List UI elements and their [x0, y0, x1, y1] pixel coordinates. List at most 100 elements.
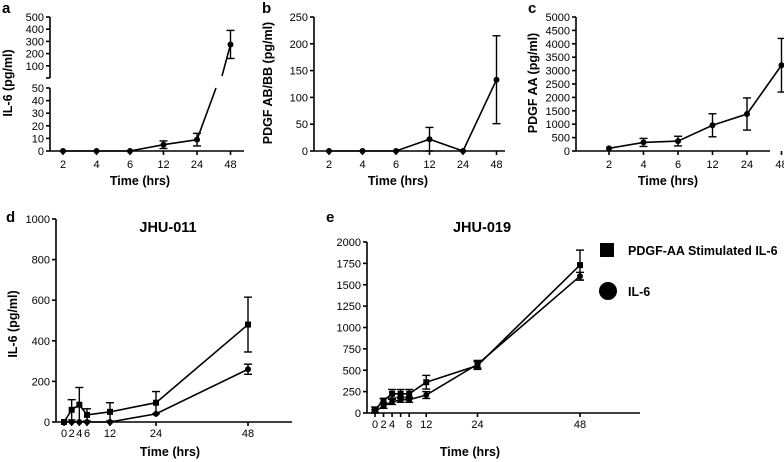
panel-c-ytick-label: 1000	[546, 119, 570, 131]
panel-e-series-line-circle	[374, 275, 581, 412]
panel-label-e: e	[326, 209, 334, 226]
legend-square-marker	[600, 243, 614, 257]
xlabel-a: Time (hrs)	[110, 174, 170, 188]
panel-a-xtick-label: 48	[224, 159, 236, 171]
panel-d-point-square	[245, 321, 251, 328]
panel-b-point	[393, 148, 399, 154]
panel-a-series-line-break	[196, 87, 217, 140]
panel-c-ytick-label: 2000	[546, 92, 570, 104]
ylabel-c: PDGF AA (pg/ml)	[526, 33, 540, 133]
panel-b-point	[493, 76, 500, 83]
panel-e-series-line-square	[374, 264, 581, 411]
panel-e-point-square	[380, 397, 387, 404]
panel-d-xtick-label: 4	[76, 428, 82, 440]
panel-e-xtick-label: 4	[389, 419, 395, 431]
panel-a-ytick-label: 500	[26, 12, 44, 24]
panel-d-point-circle	[84, 419, 90, 425]
panel-e-point-circle	[380, 403, 387, 410]
xlabel-e: Time (hrs)	[440, 445, 500, 459]
panel-e-point-square	[577, 262, 583, 269]
panel-e-ytick-label: 1250	[337, 301, 361, 313]
panel-c-point	[675, 138, 681, 145]
panel-b-ytick-label: 100	[290, 92, 308, 104]
legend-square-label: PDGF-AA Stimulated IL-6	[628, 244, 778, 258]
panel-d-xtick-label: 24	[150, 428, 162, 440]
panel-b-xtick-label: 2	[326, 159, 332, 171]
panel-d-ytick-label: 200	[32, 376, 50, 388]
legend: PDGF-AA Stimulated IL-6 IL-6	[599, 243, 778, 300]
panel-label-d: d	[6, 209, 15, 226]
panel-b-point	[460, 148, 466, 154]
panel-d-ytick-label: 600	[32, 295, 50, 307]
panel-b-xtick-label: 12	[423, 159, 435, 171]
panel-e-ytick-label: 0	[355, 408, 361, 420]
panel-e-point-circle	[406, 396, 413, 403]
panel-e-point-square	[397, 390, 404, 397]
panel-c-ytick-label: 500	[552, 133, 570, 145]
panel-c-point	[744, 111, 750, 118]
panel-d-point-square	[107, 408, 113, 415]
panel-d-ytick-label: 1000	[26, 214, 50, 226]
panel-a-point	[194, 136, 200, 143]
panel-a-xtick-label: 4	[93, 159, 99, 171]
panel-d-xtick-label: 2	[69, 428, 75, 440]
title-d: JHU-011	[139, 220, 196, 236]
panel-b-series-line	[329, 79, 498, 152]
ylabel-b: PDGF AB/BB (pg/ml)	[261, 22, 275, 144]
panel-b-point	[326, 148, 332, 154]
panel-c-ytick-label: 5000	[546, 12, 570, 24]
legend-circle-marker	[599, 282, 617, 300]
panel-a-xtick-label: 2	[60, 159, 66, 171]
panel-e-ytick-label: 1000	[337, 323, 361, 335]
title-e: JHU-019	[453, 220, 511, 236]
panel-e-point-circle	[474, 361, 481, 368]
panel-a-series-line-upper	[221, 44, 232, 77]
panel-e-ytick-label: 750	[343, 344, 361, 356]
panel-c-xtick-label: 6	[675, 159, 681, 171]
panel-e-point-circle	[423, 392, 430, 399]
panel-a-ytick-label: 300	[26, 36, 44, 48]
panel-a-xtick-label: 12	[157, 159, 169, 171]
panel-d-ytick-label: 0	[44, 417, 50, 429]
panel-c-ytick-label: 3000	[546, 66, 570, 78]
panel-label-b: b	[262, 0, 271, 17]
panel-e-point-square	[406, 390, 413, 397]
panel-c-ytick-label: 2500	[546, 79, 570, 91]
panel-d-point-circle	[107, 419, 113, 425]
panel-c-ytick-label: 0	[564, 146, 570, 158]
panel-d-ytick-label: 400	[32, 336, 50, 348]
panel-a-point	[127, 148, 133, 154]
panel-e-point-square	[389, 390, 396, 397]
legend-circle-label: IL-6	[628, 285, 650, 299]
panel-a-point	[227, 41, 234, 48]
panel-e-xtick-label: 48	[574, 419, 586, 431]
panel-c-point	[778, 62, 784, 69]
panel-b-point	[359, 148, 366, 154]
panel-e-ytick-label: 1500	[337, 280, 361, 292]
panel-a-ytick-label: 30	[32, 108, 44, 120]
panel-c-xtick-label: 12	[706, 159, 718, 171]
panel-a-xtick-label: 24	[191, 159, 203, 171]
panel-b-xtick-label: 48	[490, 159, 502, 171]
panel-b-xtick-label: 4	[359, 159, 365, 171]
panel-e-point-circle	[372, 408, 378, 415]
panel-d-xtick-label: 6	[84, 428, 90, 440]
panel-e-xtick-label: 0	[372, 419, 378, 431]
panel-d-point-square	[76, 401, 83, 408]
xlabel-b: Time (hrs)	[368, 174, 428, 188]
panel-e-xtick-label: 2	[380, 419, 386, 431]
panel-e-point-circle	[389, 398, 396, 405]
panel-c-xtick-label: 24	[741, 159, 753, 171]
panel-a-ytick-label: 50	[32, 83, 44, 95]
panel-c-ytick-label: 4000	[546, 39, 570, 51]
panel-b-xtick-label: 6	[393, 159, 399, 171]
panel-e-ytick-label: 1750	[337, 258, 361, 270]
panel-e-point-circle	[577, 273, 583, 280]
panel-label-c: c	[528, 0, 536, 17]
panel-d-xtick-label: 0	[61, 428, 67, 440]
panel-d-ytick-label: 800	[32, 255, 50, 267]
panel-b-ytick-label: 250	[290, 12, 308, 24]
panel-label-a: a	[2, 0, 11, 17]
panel-a-point	[60, 148, 66, 154]
